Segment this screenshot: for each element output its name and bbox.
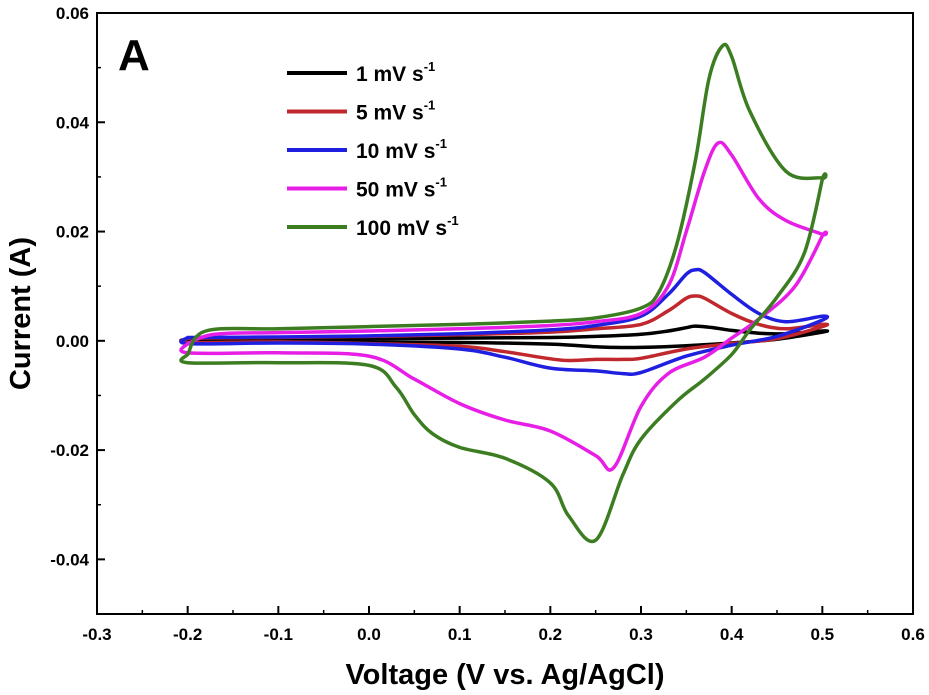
x-tick-label: 0.4 [720,625,744,644]
y-axis-ticks: -0.04 -0.02 0.00 0.02 0.04 0.06 [50,4,105,615]
curves-layer [179,42,830,544]
series-line [179,267,830,376]
legend-entry-label: 50 mV s-1 [356,175,447,202]
series-line [179,140,829,472]
y-tick-label: -0.02 [50,441,89,460]
series-line [179,294,830,363]
y-tick-label: -0.04 [50,550,89,569]
legend-entry-label: 10 mV s-1 [356,136,447,163]
y-tick-label: 0.02 [56,223,89,242]
x-tick-label: 0.0 [357,625,381,644]
x-tick-label: 0.3 [629,625,653,644]
y-tick-label: 0.06 [56,4,89,23]
series-line [179,42,828,544]
y-tick-label: 0.00 [56,332,89,351]
x-tick-label: -0.1 [264,625,293,644]
x-axis-ticks: -0.3 -0.2 -0.1 0.0 0.1 0.2 0.3 0.4 0.5 0.6 [82,606,925,644]
legend: 1 mV s-1 5 mV s-1 10 mV s-1 50 mV s-1 100 mV… [287,59,459,240]
legend-entry-label: 100 mV s-1 [356,213,459,240]
x-tick-label: 0.1 [448,625,472,644]
x-tick-label: -0.2 [173,625,202,644]
y-axis-title: Current (A) [5,237,37,390]
x-axis-title: Voltage (V vs. Ag/AgCl) [345,659,664,691]
plot-frame [96,12,914,615]
legend-entry-label: 1 mV s-1 [356,59,435,86]
x-tick-label: -0.3 [82,625,111,644]
legend-entry-label: 5 mV s-1 [356,98,435,125]
x-tick-label: 0.5 [811,625,835,644]
x-tick-label: 0.2 [539,625,563,644]
x-tick-label: 0.6 [901,625,925,644]
panel-label: A [118,31,150,80]
y-tick-label: 0.04 [56,113,90,132]
